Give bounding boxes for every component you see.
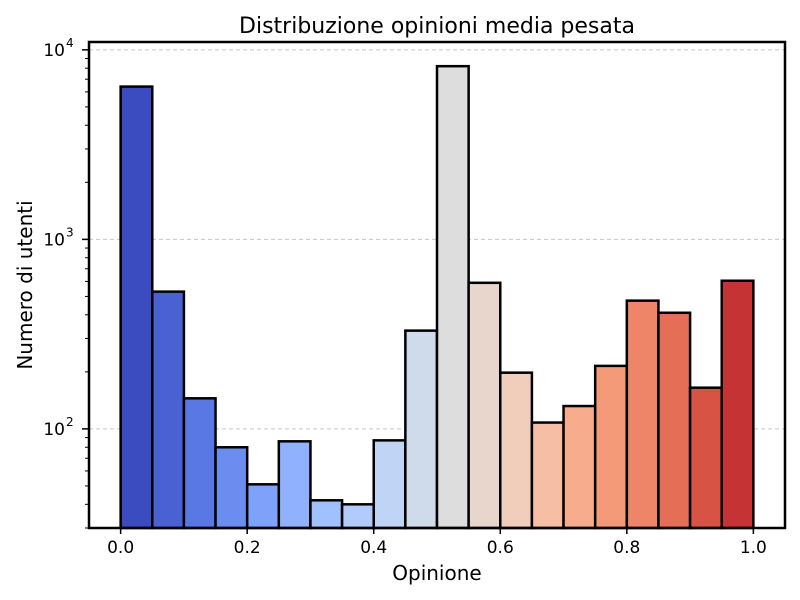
chart-title: Distribuzione opinioni media pesata <box>239 14 635 39</box>
histogram-bar <box>309 499 344 530</box>
y-tick-exponent: 3 <box>66 225 74 239</box>
histogram-bar <box>182 397 217 530</box>
x-tick-label: 1.0 <box>740 538 767 558</box>
y-tick-label: 10 <box>43 41 65 61</box>
x-tick-label: 0.4 <box>360 538 387 558</box>
histogram-bar <box>119 85 154 530</box>
bars <box>119 64 755 530</box>
histogram-bar <box>688 386 723 530</box>
histogram-bar <box>277 440 312 530</box>
y-tick-exponent: 4 <box>66 36 74 50</box>
histogram-bar <box>593 364 629 530</box>
histogram-bar <box>372 439 407 530</box>
y-tick-label: 10 <box>43 230 65 250</box>
y-tick-exponent: 2 <box>66 415 74 429</box>
y-tick-label: 10 <box>43 420 65 440</box>
histogram-bar <box>562 404 597 530</box>
histogram-bar <box>340 503 375 530</box>
histogram-bar <box>530 421 565 530</box>
histogram-bar <box>625 299 660 530</box>
x-tick-label: 0.8 <box>613 538 640 558</box>
histogram-bar <box>499 371 534 530</box>
x-axis-label: Opinione <box>392 561 481 585</box>
histogram-bar <box>214 446 249 530</box>
x-tick-label: 0.2 <box>234 538 261 558</box>
histogram-bar <box>151 290 186 530</box>
x-tick-label: 0.0 <box>107 538 134 558</box>
x-ticks: 0.0 0.2 0.4 0.6 0.8 1.0 <box>107 528 767 558</box>
histogram-bar <box>720 279 755 530</box>
plot-frame <box>87 40 787 530</box>
y-axis-label: Numero di utenti <box>13 200 37 369</box>
histogram-bar <box>435 64 470 530</box>
histogram-bar <box>404 329 439 530</box>
histogram-bar <box>467 281 502 530</box>
histogram-bar <box>245 483 281 530</box>
histogram-bar <box>657 311 692 530</box>
x-tick-label: 0.6 <box>487 538 514 558</box>
